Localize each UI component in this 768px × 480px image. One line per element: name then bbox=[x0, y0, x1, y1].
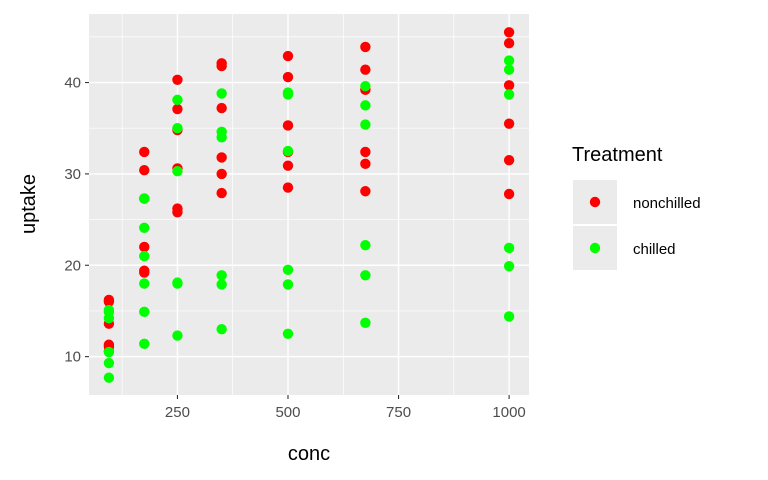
data-point-chilled bbox=[503, 89, 515, 100]
data-point-nonchilled bbox=[503, 27, 515, 38]
data-point-chilled bbox=[139, 193, 150, 204]
plot-panel bbox=[89, 14, 529, 395]
data-point-nonchilled bbox=[360, 41, 371, 53]
data-point-nonchilled bbox=[360, 146, 371, 158]
data-point-chilled bbox=[503, 260, 515, 272]
data-point-nonchilled bbox=[139, 165, 150, 176]
data-point-nonchilled bbox=[103, 294, 115, 306]
data-point-chilled bbox=[360, 270, 371, 281]
data-points bbox=[103, 27, 515, 383]
x-tick-label: 1000 bbox=[492, 404, 525, 421]
data-point-chilled bbox=[139, 222, 150, 233]
data-point-chilled bbox=[172, 278, 183, 289]
data-point-chilled bbox=[503, 64, 515, 75]
data-point-nonchilled bbox=[503, 38, 515, 49]
data-point-chilled bbox=[139, 306, 150, 318]
data-point-nonchilled bbox=[360, 64, 371, 75]
y-tick-label: 20 bbox=[64, 257, 81, 274]
legend: Treatment nonchilled chilled bbox=[572, 144, 701, 270]
data-point-nonchilled bbox=[216, 102, 227, 114]
data-point-nonchilled bbox=[216, 152, 227, 163]
data-point-chilled bbox=[282, 264, 294, 276]
data-point-chilled bbox=[282, 279, 294, 290]
data-point-chilled bbox=[172, 123, 183, 134]
data-point-chilled bbox=[360, 80, 371, 92]
data-point-nonchilled bbox=[172, 103, 183, 115]
data-point-nonchilled bbox=[172, 203, 183, 214]
data-point-chilled bbox=[172, 330, 183, 341]
data-point-nonchilled bbox=[139, 146, 150, 158]
legend-key-nonchilled bbox=[589, 196, 601, 208]
data-point-chilled bbox=[282, 145, 294, 157]
x-tick-label: 500 bbox=[275, 404, 300, 421]
minor-gridlines bbox=[89, 14, 529, 395]
data-point-nonchilled bbox=[216, 187, 227, 199]
data-point-nonchilled bbox=[503, 154, 515, 166]
data-point-nonchilled bbox=[282, 50, 294, 62]
data-point-chilled bbox=[216, 270, 227, 281]
y-axis: 10 20 30 40 bbox=[64, 75, 89, 366]
data-point-chilled bbox=[139, 338, 150, 350]
data-point-chilled bbox=[172, 94, 183, 106]
data-point-chilled bbox=[216, 132, 227, 143]
data-point-nonchilled bbox=[216, 58, 227, 69]
data-point-chilled bbox=[172, 165, 183, 177]
data-point-nonchilled bbox=[139, 267, 150, 278]
data-point-chilled bbox=[360, 317, 371, 329]
legend-label-nonchilled: nonchilled bbox=[633, 195, 701, 212]
data-point-nonchilled bbox=[282, 182, 294, 193]
legend-key-chilled bbox=[589, 242, 601, 254]
x-tick-label: 750 bbox=[386, 404, 411, 421]
data-point-nonchilled bbox=[503, 188, 515, 200]
data-point-chilled bbox=[360, 239, 371, 251]
data-point-nonchilled bbox=[172, 74, 183, 85]
data-point-chilled bbox=[503, 311, 515, 322]
data-point-nonchilled bbox=[282, 120, 294, 131]
data-point-chilled bbox=[139, 278, 150, 289]
data-point-nonchilled bbox=[503, 80, 515, 91]
data-point-chilled bbox=[216, 279, 227, 290]
data-point-nonchilled bbox=[139, 241, 150, 253]
y-tick-label: 30 bbox=[64, 166, 81, 183]
data-point-chilled bbox=[139, 250, 150, 262]
y-tick-label: 10 bbox=[64, 349, 81, 366]
legend-title: Treatment bbox=[572, 144, 663, 166]
data-point-nonchilled bbox=[282, 71, 294, 83]
data-point-nonchilled bbox=[282, 160, 294, 171]
data-point-chilled bbox=[103, 357, 115, 369]
data-point-nonchilled bbox=[360, 186, 371, 197]
data-point-chilled bbox=[216, 324, 227, 335]
legend-entries: nonchilled chilled bbox=[573, 180, 701, 270]
data-point-chilled bbox=[103, 306, 115, 318]
legend-label-chilled: chilled bbox=[633, 241, 676, 258]
x-axis: 250 500 750 1000 bbox=[165, 395, 526, 421]
y-tick-label: 40 bbox=[64, 75, 81, 92]
data-point-nonchilled bbox=[216, 168, 227, 180]
x-axis-title: conc bbox=[288, 443, 330, 465]
data-point-chilled bbox=[103, 372, 115, 383]
data-point-chilled bbox=[360, 100, 371, 111]
data-point-chilled bbox=[503, 242, 515, 254]
data-point-nonchilled bbox=[503, 118, 515, 129]
data-point-chilled bbox=[103, 346, 115, 358]
y-axis-title: uptake bbox=[18, 174, 40, 234]
data-point-nonchilled bbox=[360, 158, 371, 170]
data-point-chilled bbox=[216, 88, 227, 99]
data-point-chilled bbox=[282, 87, 294, 98]
data-point-chilled bbox=[503, 55, 515, 66]
data-point-chilled bbox=[360, 119, 371, 130]
data-point-chilled bbox=[282, 328, 294, 339]
x-tick-label: 250 bbox=[165, 404, 190, 421]
